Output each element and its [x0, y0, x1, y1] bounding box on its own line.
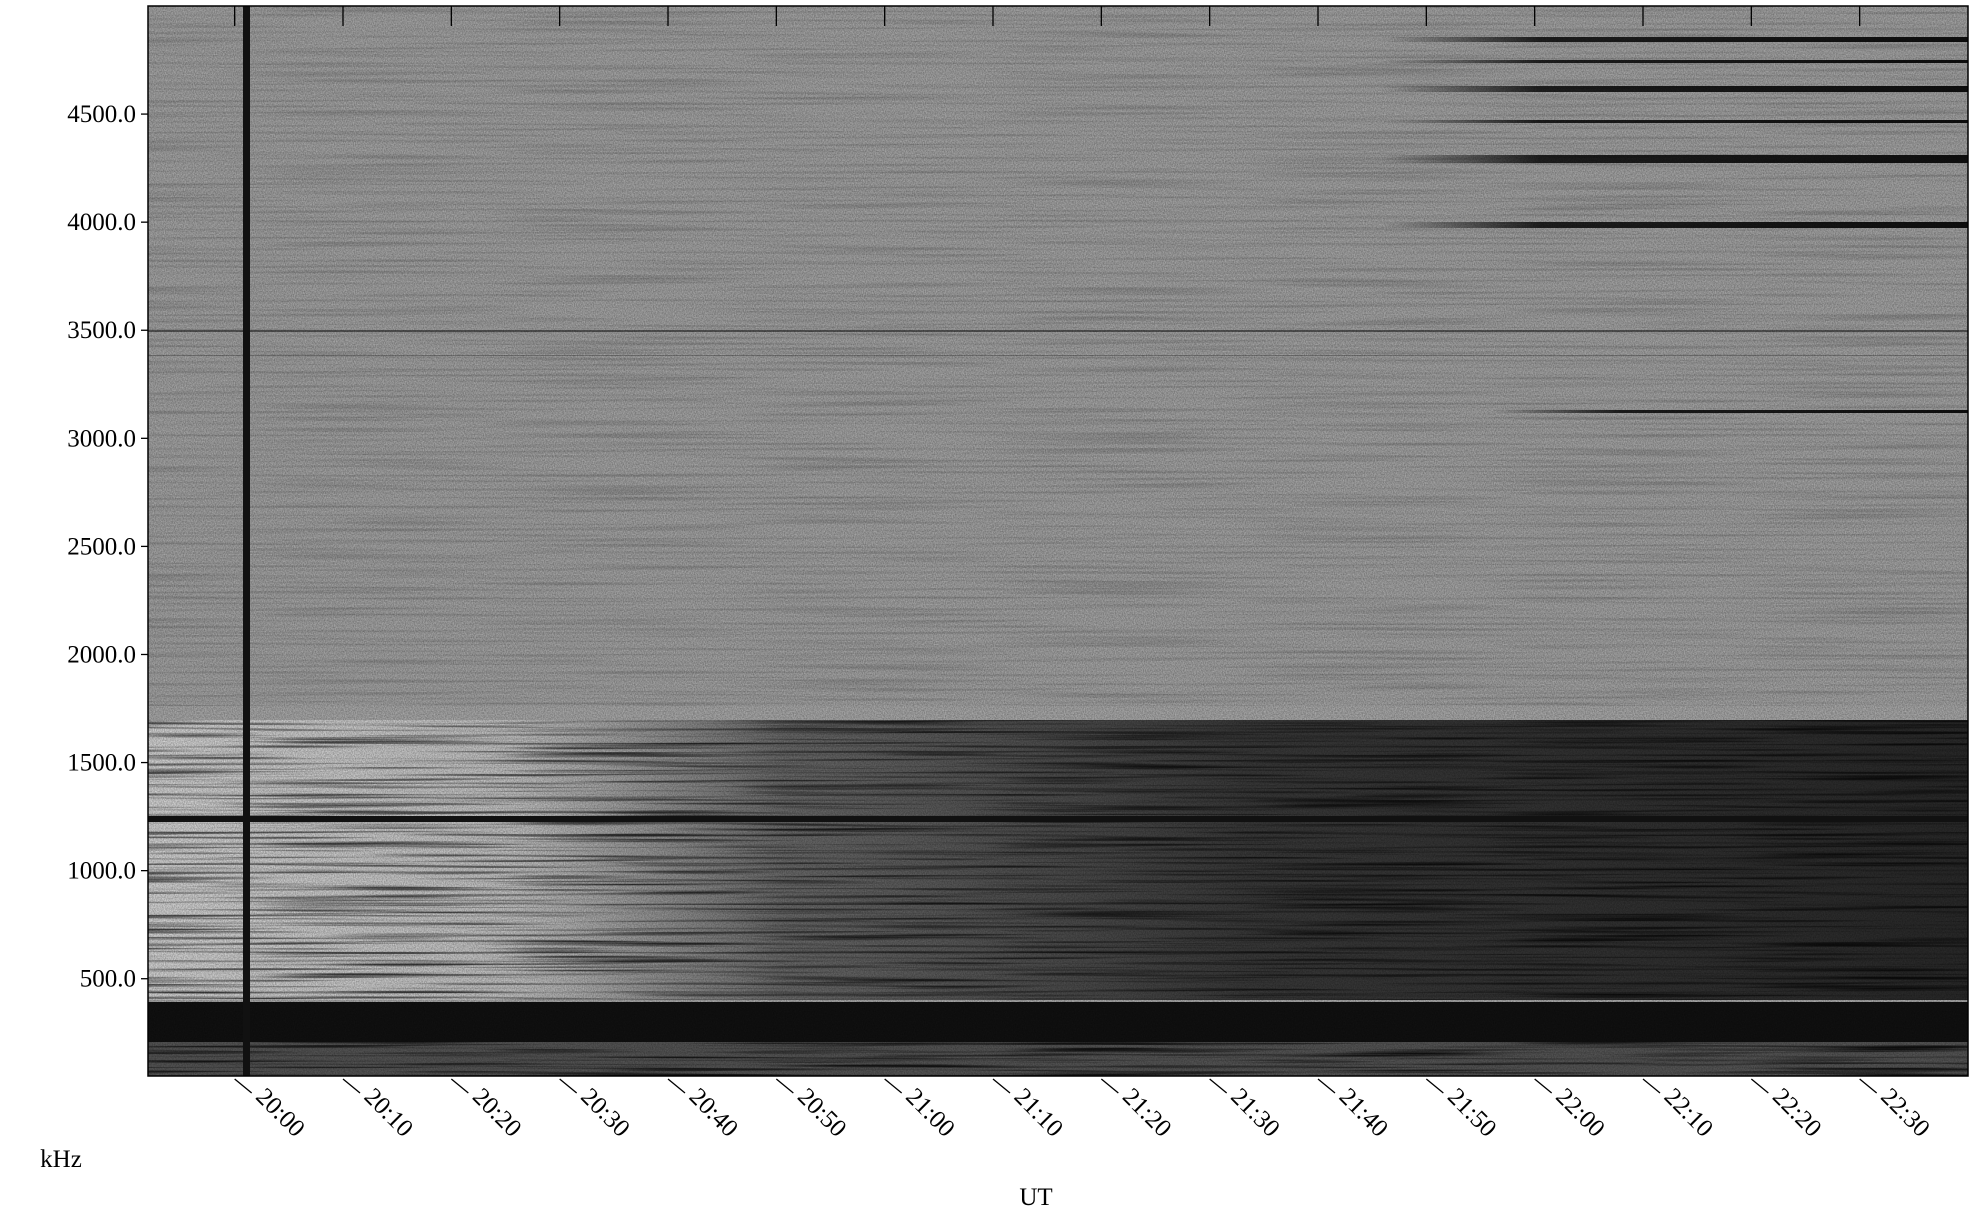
- x-tick: [1425, 1078, 1444, 1094]
- x-tick: [1100, 1078, 1119, 1094]
- x-tick: [1317, 1078, 1336, 1094]
- y-tick-label: 1000.0: [67, 858, 136, 885]
- x-tick: [342, 1078, 361, 1094]
- y-tick-label: 500.0: [80, 966, 136, 993]
- x-tick-label: 22:20: [1767, 1083, 1826, 1142]
- x-tick: [559, 1078, 578, 1094]
- x-tick-label: 21:20: [1117, 1083, 1176, 1142]
- x-tick-label: 22:30: [1875, 1083, 1934, 1142]
- y-tick-label: 4500.0: [67, 101, 136, 128]
- spectrogram: [148, 6, 1968, 1076]
- spectrogram-noise: [148, 6, 1968, 1076]
- y-tick-label: 3500.0: [67, 317, 136, 344]
- y-tick-label: 2500.0: [67, 533, 136, 560]
- y-axis-label: kHz: [40, 1146, 82, 1173]
- x-tick-label: 21:50: [1442, 1083, 1501, 1142]
- x-tick: [450, 1078, 469, 1094]
- x-tick-label: 21:40: [1334, 1083, 1393, 1142]
- x-tick: [1859, 1078, 1878, 1094]
- plot-frame: [147, 5, 1969, 1077]
- y-tick-label: 2000.0: [67, 641, 136, 668]
- x-tick-label: 20:30: [575, 1083, 634, 1142]
- x-tick-label: 21:10: [1009, 1083, 1068, 1142]
- x-tick-label: 22:00: [1550, 1083, 1609, 1142]
- x-tick: [1642, 1078, 1661, 1094]
- x-tick: [1534, 1078, 1553, 1094]
- x-tick-label: 20:20: [467, 1083, 526, 1142]
- x-tick-label: 20:10: [359, 1083, 418, 1142]
- x-tick-label: 20:00: [250, 1083, 309, 1142]
- x-tick-label: 20:50: [792, 1083, 851, 1142]
- x-tick: [884, 1078, 903, 1094]
- x-tick-label: 21:30: [1225, 1083, 1284, 1142]
- x-tick: [1750, 1078, 1769, 1094]
- y-tick-label: 1500.0: [67, 750, 136, 777]
- x-tick: [992, 1078, 1011, 1094]
- x-tick-label: 22:10: [1659, 1083, 1718, 1142]
- y-tick-label: 3000.0: [67, 425, 136, 452]
- interference-line: [148, 816, 1968, 822]
- x-tick: [775, 1078, 794, 1094]
- x-tick: [667, 1078, 686, 1094]
- y-tick-label: 4000.0: [67, 209, 136, 236]
- x-tick-label: 21:00: [900, 1083, 959, 1142]
- x-axis-label: UT: [1019, 1184, 1052, 1211]
- x-tick-label: 20:40: [684, 1083, 743, 1142]
- x-tick: [1209, 1078, 1228, 1094]
- x-tick: [234, 1078, 253, 1094]
- interference-line: [243, 6, 250, 1076]
